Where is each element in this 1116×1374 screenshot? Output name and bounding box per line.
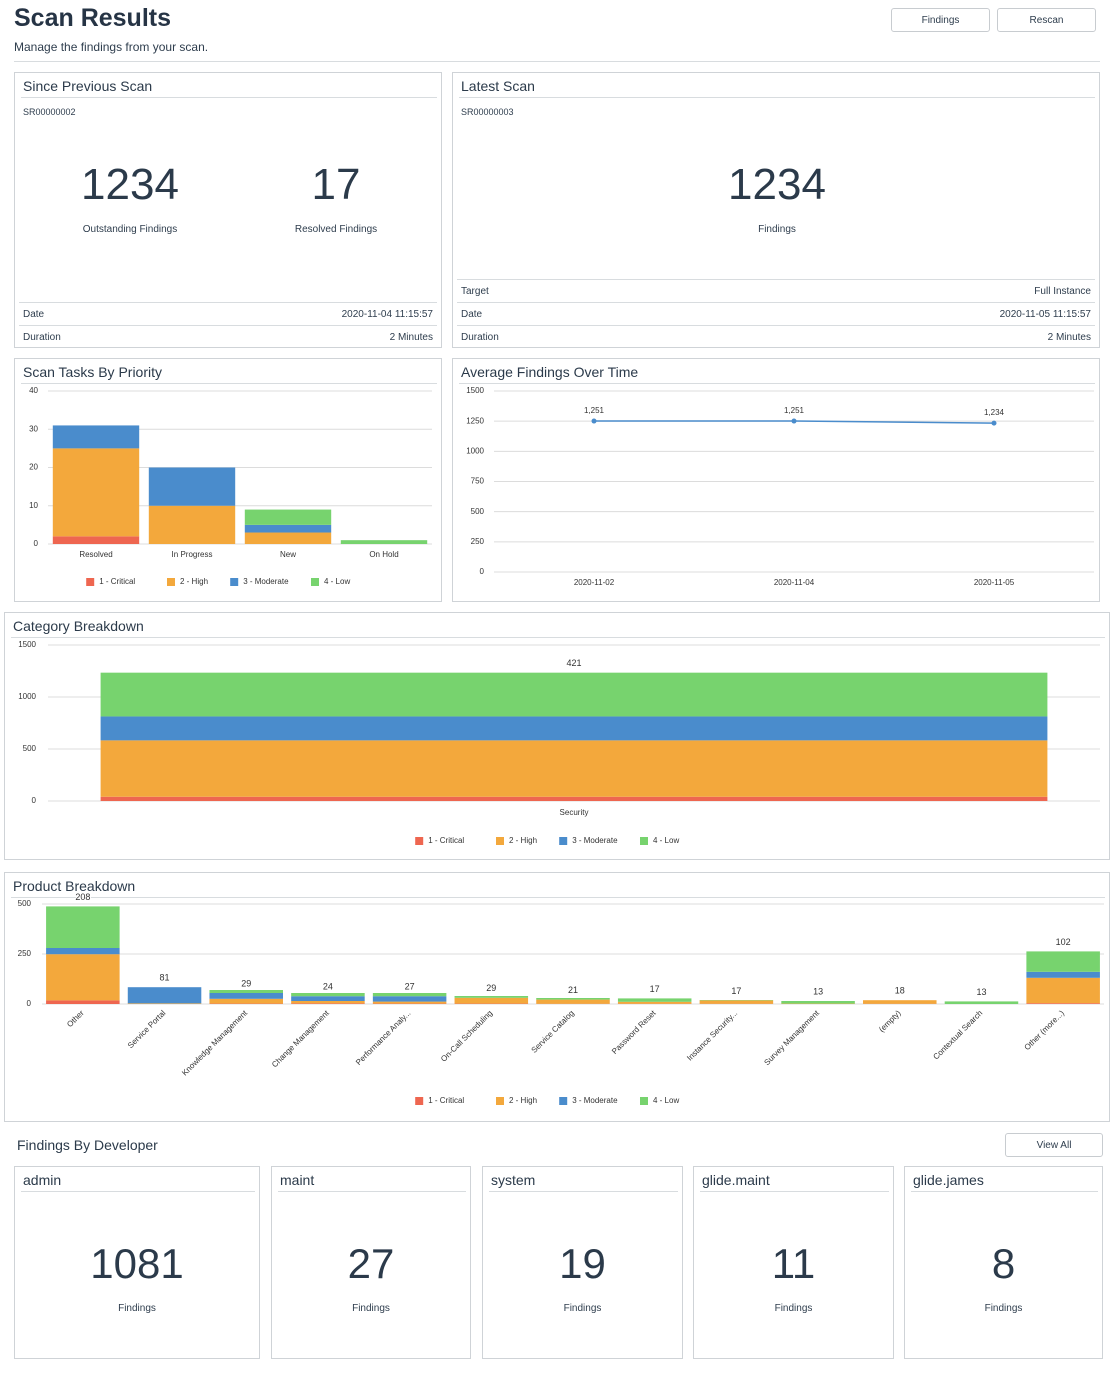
findings-button[interactable]: Findings xyxy=(891,8,990,32)
divider xyxy=(21,383,437,384)
developer-count: 19 xyxy=(559,1240,606,1287)
detail-row: Duration 2 Minutes xyxy=(23,332,433,343)
divider xyxy=(457,279,1095,280)
stat-value: 17 xyxy=(311,160,361,209)
detail-row: Target Full Instance xyxy=(461,286,1091,297)
scan-id: SR00000002 xyxy=(23,107,76,117)
detail-label: Duration xyxy=(461,332,499,343)
detail-label: Duration xyxy=(23,332,61,343)
developer-label: Findings xyxy=(774,1303,813,1314)
divider xyxy=(700,1191,889,1192)
divider xyxy=(278,1191,466,1192)
stat-label: Outstanding Findings xyxy=(82,224,178,235)
developer-name: glide.maint xyxy=(702,1172,770,1188)
stat-label: Resolved Findings xyxy=(294,224,378,235)
developer-card: maint 27 Findings xyxy=(271,1166,471,1359)
developer-label: Findings xyxy=(563,1303,602,1314)
divider xyxy=(457,325,1095,326)
developer-label: Findings xyxy=(118,1303,156,1314)
chart-title: Product Breakdown xyxy=(13,878,136,894)
detail-value: 2 Minutes xyxy=(389,332,433,343)
developer-card: system 19 Findings xyxy=(482,1166,683,1359)
developer-name: glide.james xyxy=(913,1172,984,1188)
detail-label: Date xyxy=(23,309,45,320)
rescan-button[interactable]: Rescan xyxy=(997,8,1096,32)
developer-count: 8 xyxy=(991,1240,1016,1287)
chart-title: Average Findings Over Time xyxy=(461,364,639,380)
developer-name: maint xyxy=(280,1172,315,1188)
stat-value: 1234 xyxy=(728,160,826,209)
scan-id: SR00000003 xyxy=(461,107,514,117)
divider xyxy=(11,897,1105,898)
divider xyxy=(21,97,437,98)
latest-scan-panel: Latest Scan SR00000003 1234 Findings Tar… xyxy=(452,72,1100,348)
detail-label: Date xyxy=(461,309,483,320)
section-title: Findings By Developer xyxy=(17,1137,158,1153)
divider xyxy=(911,1191,1098,1192)
divider xyxy=(489,1191,678,1192)
page-subtitle: Manage the findings from your scan. xyxy=(14,40,209,54)
divider xyxy=(459,97,1095,98)
developer-count: 27 xyxy=(347,1240,395,1287)
developer-name: system xyxy=(491,1172,536,1188)
chart-panel: Scan Tasks By Priority xyxy=(14,358,442,602)
detail-row: Date 2020-11-05 11:15:57 xyxy=(461,309,1091,320)
developer-card: glide.maint 11 Findings xyxy=(693,1166,894,1359)
divider xyxy=(14,61,1100,62)
chart-panel: Product Breakdown xyxy=(4,872,1110,1122)
divider xyxy=(19,325,437,326)
stat-value: 1234 xyxy=(81,160,179,209)
detail-value: Full Instance xyxy=(1034,286,1091,297)
divider xyxy=(21,1191,255,1192)
detail-row: Date 2020-11-04 11:15:57 xyxy=(23,309,433,320)
developer-label: Findings xyxy=(984,1303,1023,1314)
since-previous-panel: Since Previous Scan SR00000002 1234 Outs… xyxy=(14,72,442,348)
view-all-button[interactable]: View All xyxy=(1005,1133,1103,1157)
developer-card: glide.james 8 Findings xyxy=(904,1166,1103,1359)
divider xyxy=(457,302,1095,303)
developer-name: admin xyxy=(23,1172,62,1188)
developer-label: Findings xyxy=(352,1303,390,1314)
page-title: Scan Results xyxy=(14,4,172,32)
detail-value: 2020-11-04 11:15:57 xyxy=(341,309,433,320)
chart-panel: Category Breakdown xyxy=(4,612,1110,860)
detail-row: Duration 2 Minutes xyxy=(461,332,1091,343)
chart-title: Scan Tasks By Priority xyxy=(23,364,163,380)
chart-title: Category Breakdown xyxy=(13,618,144,634)
developer-count: 11 xyxy=(771,1240,816,1287)
detail-value: 2020-11-05 11:15:57 xyxy=(999,309,1091,320)
divider xyxy=(459,383,1095,384)
developer-count: 1081 xyxy=(90,1240,184,1287)
detail-label: Target xyxy=(461,286,489,297)
stat-label: Findings xyxy=(758,224,796,235)
divider xyxy=(11,637,1105,638)
developer-card: admin 1081 Findings xyxy=(14,1166,260,1359)
panel-title: Latest Scan xyxy=(461,78,535,94)
panel-title: Since Previous Scan xyxy=(23,78,153,94)
detail-value: 2 Minutes xyxy=(1047,332,1091,343)
divider xyxy=(19,302,437,303)
chart-panel: Average Findings Over Time xyxy=(452,358,1100,602)
